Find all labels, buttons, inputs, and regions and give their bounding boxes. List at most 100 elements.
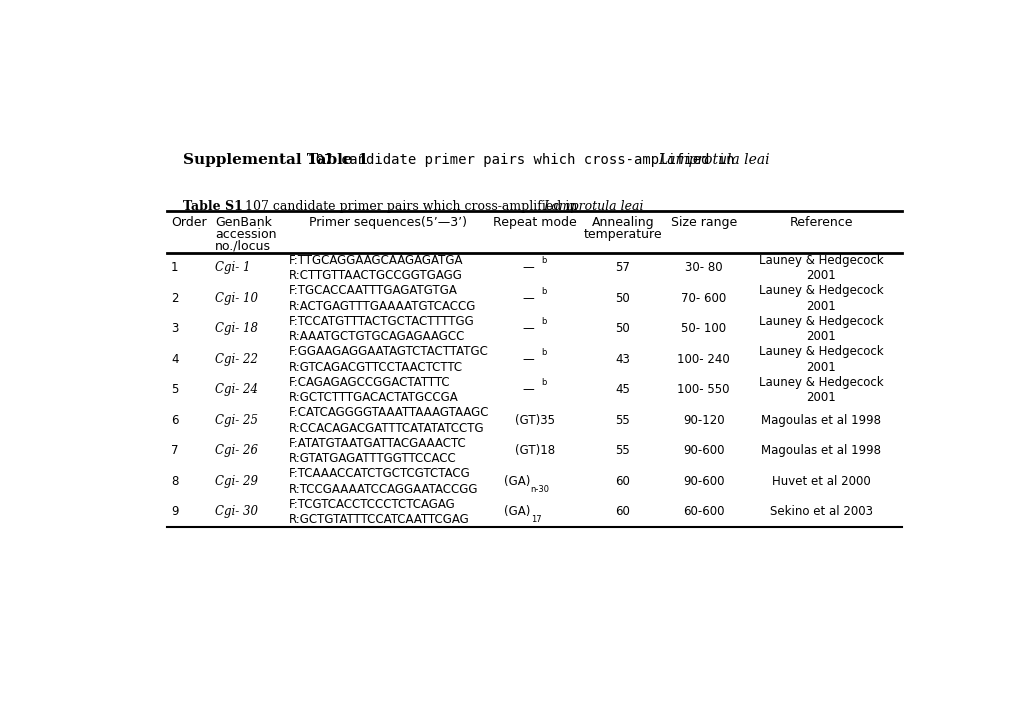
Text: b: b — [541, 378, 546, 387]
Text: temperature: temperature — [583, 228, 661, 240]
Text: Launey & Hedgecock: Launey & Hedgecock — [758, 376, 882, 389]
Text: Size range: Size range — [669, 215, 736, 228]
Text: 2001: 2001 — [806, 269, 836, 282]
Text: F:CAGAGAGCCGGACTATTTC: F:CAGAGAGCCGGACTATTTC — [288, 376, 449, 389]
Text: (GA): (GA) — [503, 475, 530, 488]
Text: Cgi- 25: Cgi- 25 — [215, 414, 258, 427]
Text: 70- 600: 70- 600 — [681, 292, 726, 305]
Text: Lamprotula leai: Lamprotula leai — [658, 153, 769, 167]
Text: F:TCGTCACCTCCCTCTCAGAG: F:TCGTCACCTCCCTCTCAGAG — [288, 498, 454, 510]
Text: Table S1: Table S1 — [182, 200, 243, 213]
Text: accession: accession — [215, 228, 276, 240]
Text: R:TCCGAAAATCCAGGAATACCGG: R:TCCGAAAATCCAGGAATACCGG — [288, 482, 478, 495]
Text: R:GCTCTTTGACACTATGCCGA: R:GCTCTTTGACACTATGCCGA — [288, 391, 458, 404]
Text: 60: 60 — [614, 475, 630, 488]
Text: Cgi- 22: Cgi- 22 — [215, 353, 258, 366]
Text: 30- 80: 30- 80 — [684, 261, 721, 274]
Text: 17: 17 — [530, 516, 541, 524]
Text: no./locus: no./locus — [215, 240, 271, 253]
Text: 50- 100: 50- 100 — [681, 323, 726, 336]
Text: R:CCACAGACGATTTCATATATCCTG: R:CCACAGACGATTTCATATATCCTG — [288, 421, 484, 435]
Text: (GT)18: (GT)18 — [514, 444, 554, 457]
Text: 2001: 2001 — [806, 300, 836, 312]
Text: Sekino et al 2003: Sekino et al 2003 — [769, 505, 872, 518]
Text: 2: 2 — [171, 292, 178, 305]
Text: F:TGCACCAATTTGAGATGTGA: F:TGCACCAATTTGAGATGTGA — [288, 284, 458, 297]
Text: F:CATCAGGGGTAAATTAAAGTAAGC: F:CATCAGGGGTAAATTAAAGTAAGC — [288, 406, 489, 419]
Text: R:CTTGTTAACTGCCGGTGAGG: R:CTTGTTAACTGCCGGTGAGG — [288, 269, 462, 282]
Text: R:AAATGCTGTGCAGAGAAGCC: R:AAATGCTGTGCAGAGAAGCC — [288, 330, 465, 343]
Text: Cgi- 29: Cgi- 29 — [215, 475, 258, 488]
Text: 2001: 2001 — [806, 330, 836, 343]
Text: b: b — [541, 256, 546, 265]
Text: Magoulas et al 1998: Magoulas et al 1998 — [760, 444, 880, 457]
Text: 1: 1 — [171, 261, 178, 274]
Text: R:GCTGTATTTCCATCAATTCGAG: R:GCTGTATTTCCATCAATTCGAG — [288, 513, 469, 526]
Text: b: b — [541, 318, 546, 326]
Text: n-30: n-30 — [530, 485, 549, 494]
Text: —: — — [522, 323, 534, 336]
Text: 60-600: 60-600 — [683, 505, 723, 518]
Text: 107 candidate primer pairs which cross-amplified in: 107 candidate primer pairs which cross-a… — [299, 153, 742, 167]
Text: 7: 7 — [171, 444, 178, 457]
Text: Supplemental Table 1: Supplemental Table 1 — [182, 153, 368, 167]
Text: Cgi- 24: Cgi- 24 — [215, 384, 258, 397]
Text: Repeat mode: Repeat mode — [492, 215, 576, 228]
Text: 50: 50 — [614, 323, 630, 336]
Text: Huvet et al 2000: Huvet et al 2000 — [771, 475, 870, 488]
Text: 90-600: 90-600 — [683, 444, 723, 457]
Text: 4: 4 — [171, 353, 178, 366]
Text: Cgi- 18: Cgi- 18 — [215, 323, 258, 336]
Text: —: — — [522, 353, 534, 366]
Text: 55: 55 — [614, 444, 630, 457]
Text: —: — — [522, 384, 534, 397]
Text: 2001: 2001 — [806, 391, 836, 404]
Text: (GA): (GA) — [503, 505, 530, 518]
Text: Cgi- 1: Cgi- 1 — [215, 261, 251, 274]
Text: 2001: 2001 — [806, 361, 836, 374]
Text: F:TCAAACCATCTGCTCGTCTACG: F:TCAAACCATCTGCTCGTCTACG — [288, 467, 470, 480]
Text: 55: 55 — [614, 414, 630, 427]
Text: Launey & Hedgecock: Launey & Hedgecock — [758, 284, 882, 297]
Text: F:GGAAGAGGAATAGTCTACTTATGC: F:GGAAGAGGAATAGTCTACTTATGC — [288, 346, 488, 359]
Text: 5: 5 — [171, 384, 178, 397]
Text: 107 candidate primer pairs which cross-amplified in: 107 candidate primer pairs which cross-a… — [240, 200, 581, 213]
Text: 90-120: 90-120 — [682, 414, 723, 427]
Text: 45: 45 — [614, 384, 630, 397]
Text: 50: 50 — [614, 292, 630, 305]
Text: Launey & Hedgecock: Launey & Hedgecock — [758, 254, 882, 267]
Text: F:TCCATGTTTACTGCTACTTTTGG: F:TCCATGTTTACTGCTACTTTTGG — [288, 315, 474, 328]
Text: F:TTGCAGGAAGCAAGAGATGA: F:TTGCAGGAAGCAAGAGATGA — [288, 254, 463, 267]
Text: Annealing: Annealing — [591, 215, 653, 228]
Text: 60: 60 — [614, 505, 630, 518]
Text: (GT)35: (GT)35 — [515, 414, 554, 427]
Text: R:ACTGAGTTTGAAAATGTCACCG: R:ACTGAGTTTGAAAATGTCACCG — [288, 300, 476, 312]
Text: 100- 240: 100- 240 — [677, 353, 730, 366]
Text: R:GTCAGACGTTCCTAACTCTTC: R:GTCAGACGTTCCTAACTCTTC — [288, 361, 463, 374]
Text: —: — — [522, 261, 534, 274]
Text: —: — — [522, 292, 534, 305]
Text: Lamprotula leai: Lamprotula leai — [543, 200, 643, 213]
Text: 6: 6 — [171, 414, 178, 427]
Text: 43: 43 — [614, 353, 630, 366]
Text: R:GTATGAGATTTGGTTCCACC: R:GTATGAGATTTGGTTCCACC — [288, 452, 455, 465]
Text: b: b — [541, 348, 546, 356]
Text: Launey & Hedgecock: Launey & Hedgecock — [758, 315, 882, 328]
Text: Order: Order — [171, 215, 207, 228]
Text: Cgi- 26: Cgi- 26 — [215, 444, 258, 457]
Text: Magoulas et al 1998: Magoulas et al 1998 — [760, 414, 880, 427]
Text: 9: 9 — [171, 505, 178, 518]
Text: 3: 3 — [171, 323, 178, 336]
Text: Primer sequences(5’—3’): Primer sequences(5’—3’) — [309, 215, 466, 228]
Text: F:ATATGTAATGATTACGAAACTC: F:ATATGTAATGATTACGAAACTC — [288, 437, 466, 450]
Text: 100- 550: 100- 550 — [677, 384, 730, 397]
Text: GenBank: GenBank — [215, 215, 272, 228]
Text: Cgi- 10: Cgi- 10 — [215, 292, 258, 305]
Text: 90-600: 90-600 — [683, 475, 723, 488]
Text: b: b — [541, 287, 546, 296]
Text: Reference: Reference — [789, 215, 852, 228]
Text: Launey & Hedgecock: Launey & Hedgecock — [758, 346, 882, 359]
Text: Cgi- 30: Cgi- 30 — [215, 505, 258, 518]
Text: 57: 57 — [614, 261, 630, 274]
Text: 8: 8 — [171, 475, 178, 488]
